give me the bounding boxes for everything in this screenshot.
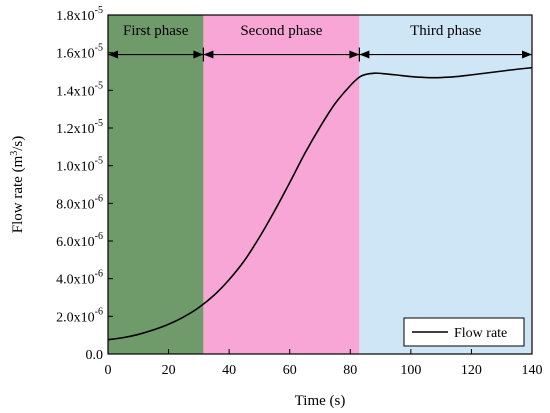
y-tick-label-0: 0.0	[86, 348, 104, 363]
x-tick-label-3: 60	[283, 363, 297, 378]
phase-arrow-head-left-1	[108, 50, 118, 59]
y-axis-title: Flow rate (m3/s)	[9, 136, 27, 233]
x-tick-label-5: 100	[400, 363, 421, 378]
legend: Flow rate	[403, 317, 525, 347]
x-tick-label-6: 120	[461, 363, 482, 378]
legend-label: Flow rate	[454, 326, 507, 341]
x-tick-label-2: 40	[222, 363, 236, 378]
y-axis-title-after: /s)	[10, 136, 26, 151]
phase-region-1	[108, 15, 204, 354]
phase-arrow-head-left-3	[359, 50, 370, 59]
x-tick-label-0: 0	[105, 363, 112, 378]
series-layer	[107, 66, 533, 341]
y-tick-label-2: 4.0x10-6	[56, 269, 103, 288]
phase-arrow-head-right-2	[349, 50, 360, 59]
phase-label-1: First phase	[123, 23, 189, 39]
y-tick-label-1: 2.0x10-6	[56, 306, 103, 325]
plot-frame	[107, 14, 533, 355]
y-tick-label-4: 8.0x10-6	[56, 193, 103, 212]
y-tick-label-8: 1.6x10-5	[56, 43, 103, 62]
phase-arrow-head-right-3	[522, 50, 532, 59]
x-axis-ticks: 0 20 40 60 80 100 120 140	[105, 349, 543, 378]
phase-arrow-head-right-1	[193, 50, 204, 59]
y-tick-label-3: 6.0x10-6	[56, 231, 103, 250]
phase-arrow-head-left-2	[203, 50, 214, 59]
y-axis-ticks: 0.0 2.0x10-6 4.0x10-6 6.0x10-6 8.0x10-6 1.0x1…	[56, 5, 113, 363]
phase-arrows	[108, 47, 532, 62]
x-tick-label-4: 80	[343, 363, 357, 378]
y-axis-title-sup: 3	[9, 151, 20, 156]
y-tick-label-5: 1.0x10-5	[56, 156, 103, 175]
y-tick-label-9: 1.8x10-5	[56, 5, 103, 24]
y-tick-label-6: 1.2x10-5	[56, 118, 103, 137]
y-axis-title-before: Flow rate (m	[10, 155, 26, 233]
x-tick-label-1: 20	[162, 363, 176, 378]
phase-label-3: Third phase	[410, 23, 482, 39]
phase-region-3	[359, 15, 532, 354]
phase-regions	[108, 15, 532, 354]
series-line-1	[107, 66, 533, 341]
phase-labels: First phase Second phase Third phase	[123, 23, 482, 39]
legend-box	[403, 317, 525, 347]
y-tick-label-7: 1.4x10-5	[56, 80, 103, 99]
phase-region-2	[203, 15, 360, 354]
x-axis-title: Time (s)	[295, 393, 346, 409]
phase-label-2: Second phase	[240, 23, 322, 39]
x-tick-label-7: 140	[522, 363, 543, 378]
